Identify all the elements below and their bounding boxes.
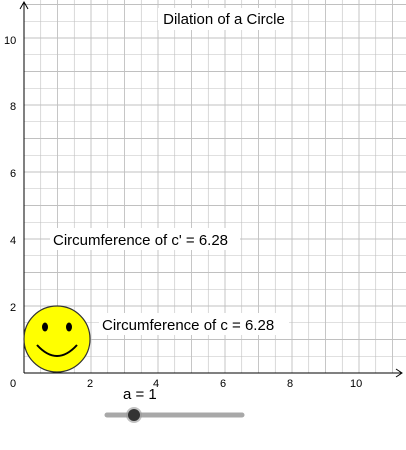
circumference-c-prime-label: Circumference of c' = 6.28 (53, 232, 228, 249)
x-tick-label: 10 (350, 378, 362, 390)
slider-handle[interactable] (126, 407, 142, 423)
circumference-c-label: Circumference of c = 6.28 (102, 317, 274, 334)
y-tick-label: 10 (4, 35, 16, 47)
circumference-c-prime-background (50, 228, 240, 250)
x-tick-label: 2 (87, 378, 93, 390)
y-axis-arrow (19, 0, 29, 10)
smiley-face-icon[interactable] (23, 305, 91, 373)
x-tick-label: 6 (220, 378, 226, 390)
y-tick-label: 8 (10, 101, 16, 113)
origin-label: 0 (10, 378, 16, 390)
y-tick-label: 2 (10, 302, 16, 314)
title-background (158, 8, 290, 30)
page-title: Dilation of a Circle (163, 11, 285, 28)
x-tick-label: 4 (153, 378, 159, 390)
y-tick-label: 6 (10, 168, 16, 180)
y-tick-label: 4 (10, 235, 16, 247)
slider-label: a = 1 (123, 386, 157, 403)
x-axis-arrow (395, 368, 403, 378)
x-tick-label: 8 (287, 378, 293, 390)
grid (24, 0, 406, 373)
circumference-c-background (99, 313, 289, 335)
